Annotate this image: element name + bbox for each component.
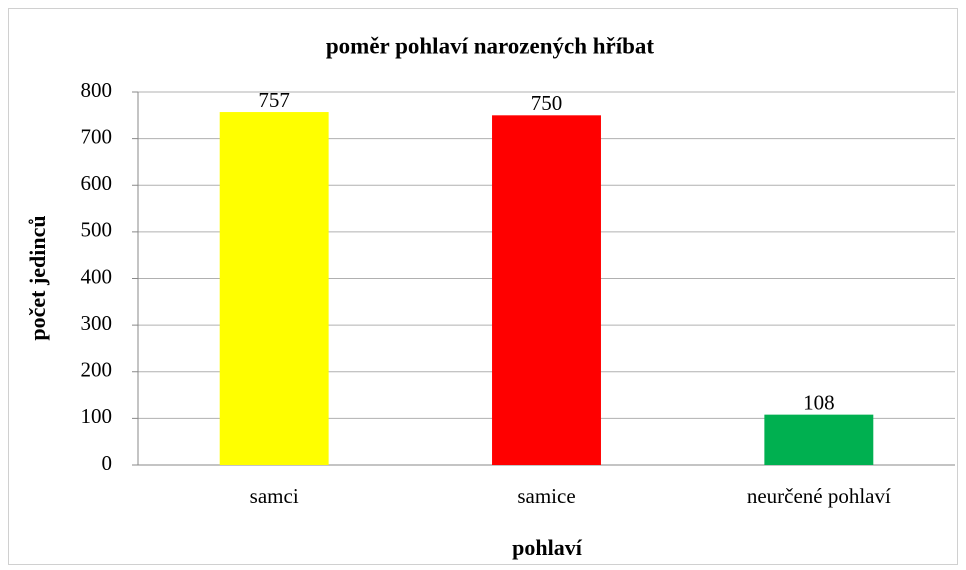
y-tick-label: 600 [81,171,113,195]
data-label: 108 [803,390,835,414]
x-axis-label: pohlaví [512,535,583,560]
x-tick-label: neurčené pohlaví [747,484,891,508]
y-tick-label: 0 [102,451,113,475]
y-axis-label: počet jedinců [25,215,50,340]
y-tick-label: 300 [81,311,113,335]
x-tick-label: samci [250,484,299,508]
bar [764,414,874,465]
data-label: 750 [531,91,563,115]
x-tick-label: samice [517,484,575,508]
y-tick-label: 400 [81,264,113,288]
y-tick-label: 100 [81,404,113,428]
y-tick-label: 700 [81,124,113,148]
chart-title: poměr pohlaví narozených hříbat [326,33,655,58]
chart-border [8,8,958,565]
data-label: 757 [258,88,290,112]
bar [492,115,601,465]
y-tick-label: 500 [81,218,113,242]
bar [219,112,329,465]
y-tick-label: 800 [81,78,113,102]
y-tick-label: 200 [81,358,113,382]
